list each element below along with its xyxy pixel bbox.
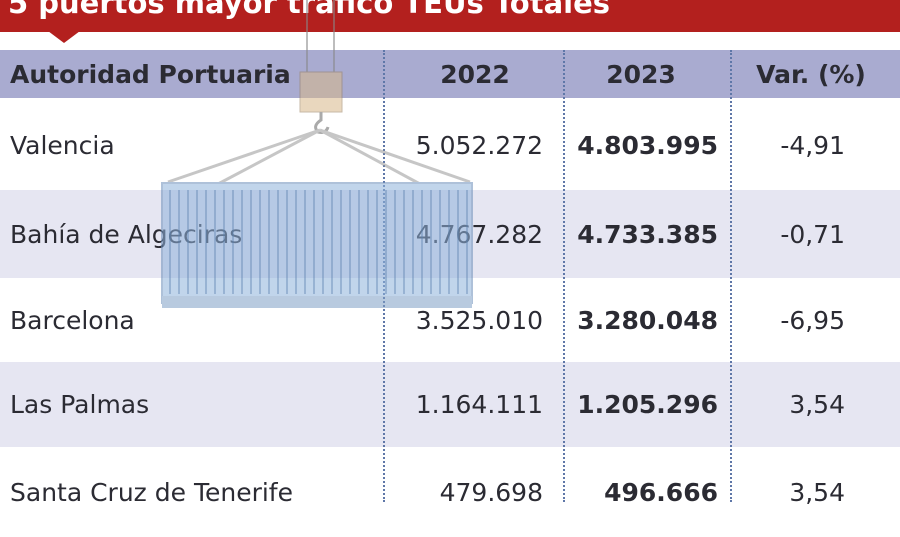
table-cell: 4.767.282 (415, 219, 543, 249)
table-row: Las Palmas 1.164.111 1.205.296 3,54 (0, 362, 900, 447)
header-cell: 2022 (440, 59, 510, 89)
table-cell: Barcelona (10, 305, 135, 335)
column-divider (730, 50, 732, 502)
table-cell: 479.698 (439, 477, 543, 507)
table-row: Bahía de Algeciras 4.767.282 4.733.385 -0,7… (0, 190, 900, 278)
table-cell: 3.280.048 (577, 305, 718, 335)
table-cell: 4.803.995 (577, 130, 718, 160)
table-cell: -6,95 (780, 305, 845, 335)
table-cell: 3,54 (789, 477, 845, 507)
column-divider (383, 50, 385, 502)
table-cell: 1.164.111 (415, 390, 543, 419)
title-banner: 5 puertos mayor tráfico TEUs Totales (0, 0, 900, 32)
page: 5 puertos mayor tráfico TEUs Totales Aut… (0, 0, 900, 507)
table-row: Santa Cruz de Tenerife 479.698 496.666 3,54 (0, 447, 900, 537)
table-cell: Bahía de Algeciras (10, 219, 243, 249)
title: 5 puertos mayor tráfico TEUs Totales (8, 0, 611, 20)
table-cell: -4,91 (780, 130, 845, 160)
table-cell: 5.052.272 (415, 130, 543, 160)
table-cell: Santa Cruz de Tenerife (10, 477, 293, 507)
table-cell: 3,54 (789, 390, 845, 419)
header-row: Autoridad Portuaria 2022 2023 Var. (%) (0, 50, 900, 98)
table-row: Valencia 5.052.272 4.803.995 -4,91 (0, 100, 900, 190)
table-row: Barcelona 3.525.010 3.280.048 -6,95 (0, 278, 900, 362)
header-cell: 2023 (606, 59, 676, 89)
header-cell: Autoridad Portuaria (10, 59, 291, 89)
table-cell: -0,71 (780, 219, 845, 249)
table-cell: Valencia (10, 130, 115, 160)
banner-pointer (48, 31, 80, 43)
header-cell: Var. (%) (756, 59, 866, 89)
column-divider (563, 50, 565, 502)
table-cell: 3.525.010 (415, 305, 543, 335)
table-cell: 496.666 (604, 477, 718, 507)
table-cell: Las Palmas (10, 390, 150, 419)
table-cell: 1.205.296 (577, 390, 718, 419)
table-cell: 4.733.385 (577, 219, 718, 249)
